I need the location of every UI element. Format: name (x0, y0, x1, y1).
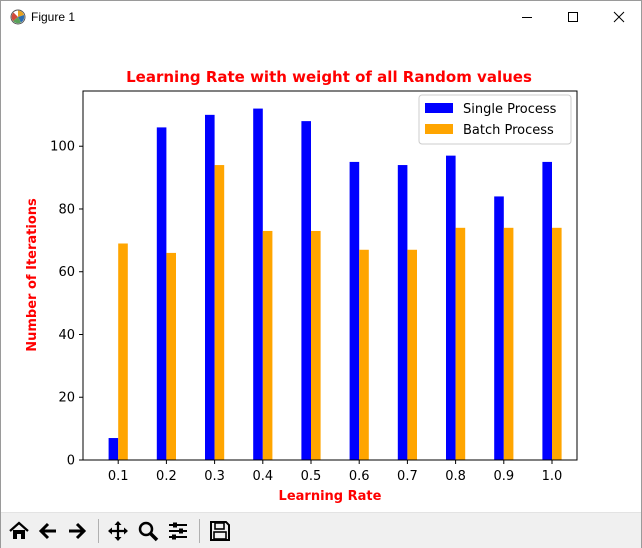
window-title: Figure 1 (31, 10, 76, 24)
save-icon (210, 521, 230, 541)
x-axis-label: Learning Rate (279, 489, 382, 504)
figure-canvas[interactable]: Learning Rate with weight of all Random … (1, 33, 641, 512)
home-icon (9, 521, 29, 539)
maximize-button[interactable] (550, 1, 596, 33)
bar-single-process (397, 165, 408, 460)
bar-batch-process (118, 243, 128, 460)
subplots-icon (169, 522, 187, 540)
bar-batch-process (359, 249, 369, 460)
close-button[interactable] (596, 1, 642, 33)
title-bar[interactable]: Figure 1 (1, 1, 641, 33)
bar-batch-process (262, 230, 273, 460)
y-tick-label: 80 (58, 202, 75, 217)
y-tick-label: 20 (58, 391, 75, 406)
bar-single-process (446, 155, 456, 460)
bar-batch-process (455, 227, 466, 460)
bar-single-process (156, 127, 167, 461)
bar-batch-process (311, 230, 321, 460)
forward-arrow-icon (69, 522, 87, 540)
subplots-button[interactable] (165, 518, 191, 544)
back-arrow-icon (38, 522, 56, 540)
x-tick-label: 0.3 (204, 469, 225, 484)
legend: Single Process Batch Process (418, 94, 572, 145)
legend-swatch-single (425, 103, 453, 113)
forward-button[interactable] (64, 518, 90, 544)
y-tick-label: 60 (58, 265, 75, 280)
chart-title: Learning Rate with weight of all Random … (126, 68, 532, 86)
x-tick-label: 0.7 (397, 469, 418, 484)
bar-single-process (108, 438, 119, 460)
navigation-toolbar (1, 512, 641, 548)
toolbar-separator (98, 519, 99, 543)
y-axis-label: Number of Iterations (25, 198, 40, 352)
bar-batch-process (503, 227, 514, 460)
x-tick-label: 0.9 (493, 469, 514, 484)
x-axis: 0.1 0.2 0.3 0.4 0.5 0.6 0.7 0.8 0.9 1.0 (108, 460, 562, 484)
bar-chart: Learning Rate with weight of all Random … (25, 68, 578, 504)
pan-button[interactable] (105, 518, 131, 544)
y-tick-label: 40 (58, 328, 75, 343)
toolbar-separator (199, 519, 200, 543)
bars-group (108, 108, 562, 461)
home-button[interactable] (6, 518, 32, 544)
matplotlib-icon (10, 9, 26, 25)
minimize-button[interactable] (504, 1, 550, 33)
minimize-icon (522, 17, 532, 18)
bar-single-process (253, 108, 263, 461)
y-tick-label: 0 (67, 454, 75, 469)
bar-batch-process (552, 227, 562, 460)
y-axis: 0 20 40 60 80 100 (50, 140, 83, 469)
bar-single-process (494, 196, 504, 460)
plot-frame (82, 90, 578, 461)
bar-single-process (542, 161, 552, 460)
back-button[interactable] (35, 518, 61, 544)
save-button[interactable] (207, 518, 233, 544)
legend-swatch-batch (425, 124, 453, 134)
x-tick-label: 0.6 (349, 469, 370, 484)
legend-label-batch: Batch Process (463, 123, 554, 138)
y-tick-label: 100 (50, 140, 75, 155)
close-icon (613, 11, 625, 23)
zoom-button[interactable] (135, 518, 161, 544)
x-tick-label: 0.2 (156, 469, 177, 484)
bar-single-process (349, 161, 360, 460)
x-tick-label: 1.0 (542, 469, 563, 484)
bar-single-process (205, 114, 215, 461)
x-tick-label: 0.1 (108, 469, 129, 484)
bar-batch-process (407, 249, 417, 460)
legend-label-single: Single Process (463, 102, 557, 117)
pan-icon (108, 521, 128, 541)
legend-box (418, 94, 572, 145)
x-tick-label: 0.8 (445, 469, 466, 484)
zoom-icon (138, 521, 159, 542)
bar-batch-process (214, 165, 225, 460)
x-tick-label: 0.4 (252, 469, 273, 484)
x-tick-label: 0.5 (301, 469, 322, 484)
maximize-icon (568, 12, 578, 22)
bar-single-process (301, 121, 311, 461)
bar-batch-process (166, 252, 176, 460)
